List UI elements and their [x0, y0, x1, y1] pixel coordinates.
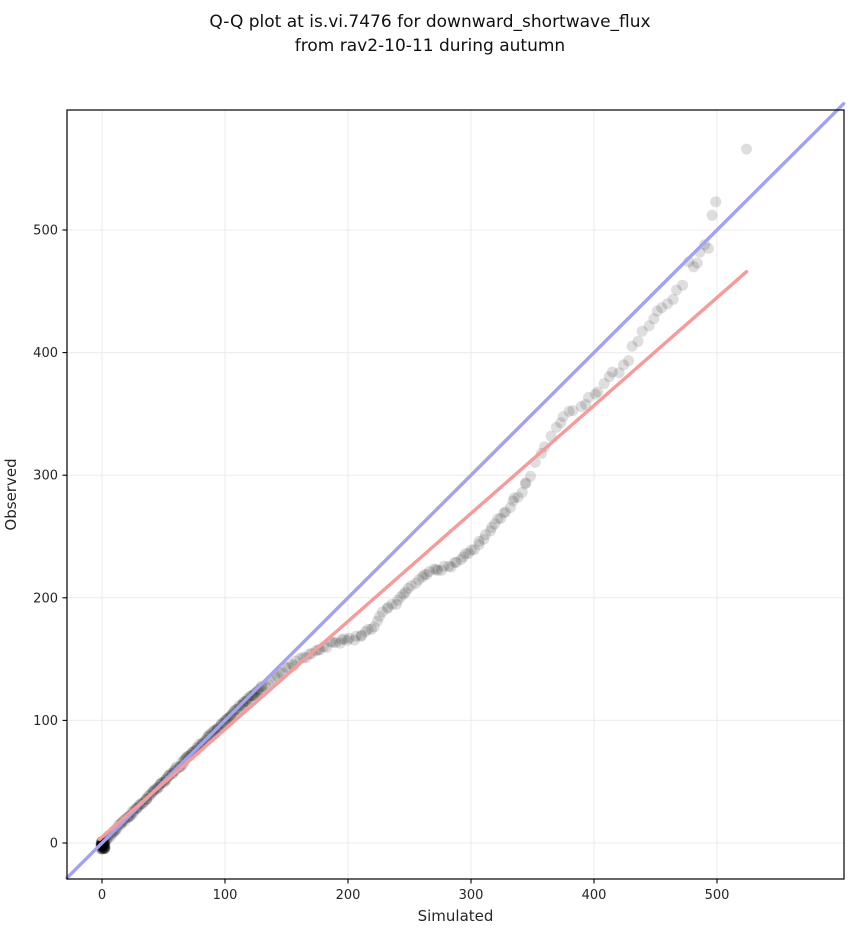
chart-title: Q-Q plot at is.vi.7476 for downward_shor… — [40, 10, 820, 58]
y-tick-label: 500 — [33, 224, 58, 239]
x-tick-label: 400 — [582, 888, 607, 903]
axes-frame — [66, 109, 845, 880]
y-tick-label: 0 — [50, 837, 58, 852]
y-tick-label: 300 — [33, 469, 58, 484]
y-tick-label: 100 — [33, 714, 58, 729]
axis-ticks: 0 100 200 300 400 500 0 100 200 300 400 500 — [33, 224, 729, 904]
reference-lines — [65, 102, 846, 880]
x-axis-label: Simulated — [418, 907, 494, 925]
x-tick-label: 500 — [705, 888, 730, 903]
gridlines — [67, 110, 844, 879]
x-tick-label: 300 — [459, 888, 484, 903]
y-tick-label: 400 — [33, 346, 58, 361]
x-tick-label: 200 — [336, 888, 361, 903]
y-tick-label: 200 — [33, 591, 58, 606]
chart-title-line1: Q-Q plot at is.vi.7476 for downward_shor… — [209, 12, 651, 32]
chart-title-line2: from rav2-10-11 during autumn — [294, 36, 566, 56]
x-tick-label: 100 — [213, 888, 238, 903]
x-tick-label: 0 — [98, 888, 106, 903]
axis-labels: Simulated Observed — [2, 458, 493, 925]
y-axis-label: Observed — [2, 458, 20, 530]
scatter-points — [95, 143, 752, 855]
